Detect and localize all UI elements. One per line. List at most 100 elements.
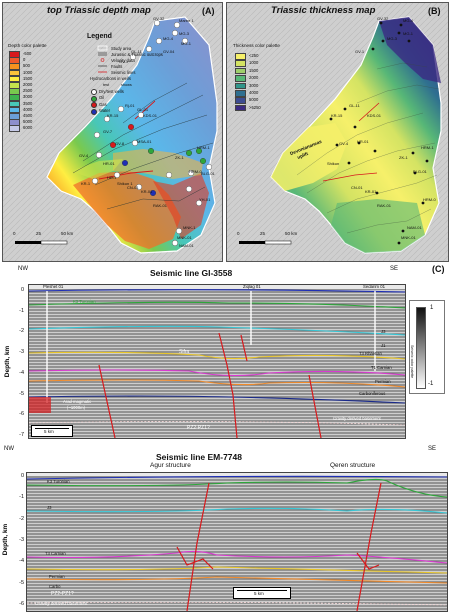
legend-seismic-lines: Seismic lines [111, 70, 136, 75]
depth-palette-swatch-12 [9, 125, 20, 132]
seismic2-qeren: Qeren structure [330, 462, 376, 469]
map-b-well-label-11: CN-01 [351, 185, 363, 190]
seismic2-ytick-4: -4 [19, 558, 24, 565]
map-a-well-label-4: MG-1 [181, 41, 191, 46]
map-a-well-label-6: GL-11 [131, 49, 142, 54]
scale-bar-b [239, 240, 292, 245]
seismic2-h-k3: K3 Turonian [47, 479, 70, 484]
hc-dot-3 [91, 108, 97, 115]
map-b-well-label-3: MG-1 [403, 31, 413, 36]
thickness-palette-label-6: 5000 [249, 97, 259, 103]
hc-dot-2 [91, 102, 97, 108]
hc-label-3: Water [99, 108, 111, 114]
map-a-well-label-8: GL-01 [137, 107, 149, 112]
map-a-well-label-26: HRM-0 [189, 169, 202, 174]
seismic1-ytick-0: 0 [20, 287, 24, 293]
depth-palette-swatch-2 [9, 63, 20, 70]
seismic1-ytick-3: -3 [19, 349, 24, 356]
seismic2-section: K3 Turonian J3 T3 Carnian Permian Carbo … [26, 472, 448, 612]
depth-palette-label-3: 1000 [23, 69, 33, 75]
depth-palette-swatch-3 [9, 69, 20, 77]
scale-a-zero: 0 [13, 231, 16, 236]
seismic-colorbar: 1 -1 Seismic color palette [409, 300, 445, 394]
map-a-well-label-14: GV-4 [79, 153, 89, 158]
seismic1-scale-label: 5 km [44, 429, 54, 434]
seismic1-h-permian: Permian [375, 379, 391, 384]
map-a-well-label-17: HR-1 [107, 175, 117, 180]
depth-palette-swatch-6 [9, 88, 20, 95]
map-b-well-label-6: KDS-01 [367, 113, 382, 118]
hc-label-1: Oil [99, 95, 105, 101]
thickness-palette-swatch-5 [235, 90, 246, 97]
depth-palette-label-12: 6000 [23, 125, 33, 131]
map-a-well-label-15: MSA-01 [137, 139, 152, 144]
seismic1-ytick-7: -7 [19, 432, 24, 438]
depth-palette-label-7: 3000 [23, 94, 33, 100]
thickness-palette-swatch-1 [235, 60, 246, 67]
map-b-well-label-14: ZK-1 [399, 155, 408, 160]
seismic1-h-carbo: Carboniferous [359, 391, 386, 396]
depth-palette-label-1: 0 [23, 57, 26, 63]
thickness-palette-swatch-0 [235, 53, 246, 60]
seismic1-scalebar: 5 km [31, 425, 73, 437]
scale-b-zero: 0 [237, 231, 240, 236]
depth-palette-swatch-8 [9, 100, 20, 108]
seismic1-graphic [29, 285, 405, 438]
well-markers-a [91, 20, 212, 246]
map-b-well-label-12: KR-01 [365, 189, 377, 194]
seismic1-ytick-2: -2 [19, 328, 24, 335]
depth-palette-swatch-7 [9, 94, 20, 101]
seismic1-box-arad: Arad magmatic [63, 399, 92, 404]
seismic2-ytick-5: -5 [19, 579, 24, 586]
map-a-well-label-10: KDS-01 [143, 113, 158, 118]
depth-palette-label-6: 2500 [23, 88, 33, 94]
map-a-well-label-18: Shikun 1 [117, 181, 133, 186]
thickness-palette-label-2: 1500 [249, 67, 259, 73]
panel-c-letter: (C) [432, 264, 445, 274]
seismic1-section: Pleshet 01 Ziqlag 01 Sedarim 01 K3 Turon… [28, 284, 406, 439]
map-b-well-label-19: NAM-01 [407, 225, 422, 230]
seismic2-h-j3: J3 [47, 505, 52, 510]
map-b-well-label-10: Shikun [327, 161, 340, 166]
legend-symbols [97, 45, 108, 73]
thickness-palette-swatch-2 [235, 67, 246, 75]
seismic2-ytick-3: -3 [19, 537, 24, 543]
map-b-well-label-18: MNK-01 [401, 235, 416, 240]
map-a-well-label-21: KR-1 [81, 181, 91, 186]
seismic1-ytick-5: -5 [19, 390, 24, 397]
seismic1-h-t3: T3 Rhaetian [359, 351, 382, 356]
map-b-well-label-15: HRM-1 [421, 145, 434, 150]
map-a-well-label-9: Rj-01 [125, 103, 135, 108]
map-a-well-label-25: BLG-01 [201, 171, 215, 176]
seismic2-scalebar: 5 km [233, 587, 291, 599]
scale-bar-a [15, 240, 68, 245]
depth-palette-label-10: 4500 [23, 113, 33, 118]
hc-sub-shows: shows [121, 83, 132, 87]
seismic1-ytick-6: -6 [19, 411, 24, 418]
depth-palette-swatch-1 [9, 57, 20, 64]
scale-a-mid: 25 [36, 231, 42, 236]
seismic2-nw: NW [4, 446, 14, 452]
hc-label-2: Gas [99, 101, 107, 107]
map-a-well-label-30: MNK-1 [183, 225, 196, 230]
thickness-palette-label-1: 1000 [249, 60, 259, 66]
map-a-well-label-12: GV-7 [103, 129, 113, 134]
seismic2-h-carbo: Carbo [49, 584, 61, 589]
seismic2-ylabel: Depth, km [2, 523, 10, 556]
map-a-well-label-16: HR-01 [103, 161, 115, 166]
seismic2-se: SE [428, 446, 437, 452]
seismic2-ytick-6: -6 [19, 601, 24, 607]
depth-palette-swatch-5 [9, 82, 20, 89]
seismic2-h-pz: PZ2-PZ1? [51, 591, 74, 597]
panel-b-thickness-map: Triassic thickness map (B) Thickness col… [226, 2, 449, 262]
thickness-palette-label-3: 2000 [249, 75, 259, 81]
legend-title: Legend [87, 33, 112, 40]
seismic1-well-ziqlag: Ziqlag 01 [243, 284, 261, 289]
depth-palette-swatch-9 [9, 106, 20, 114]
depth-palette-swatch-4 [9, 75, 20, 83]
seismic1-h-basement: Gravity derived basement [333, 416, 381, 421]
seismic1-ytick-1: -1 [19, 307, 24, 314]
seismic2-ytick-1: -1 [19, 494, 24, 501]
depth-palette-label-0: -500 [23, 51, 32, 56]
seismic1-box-thick: (~1000m) [67, 405, 86, 410]
